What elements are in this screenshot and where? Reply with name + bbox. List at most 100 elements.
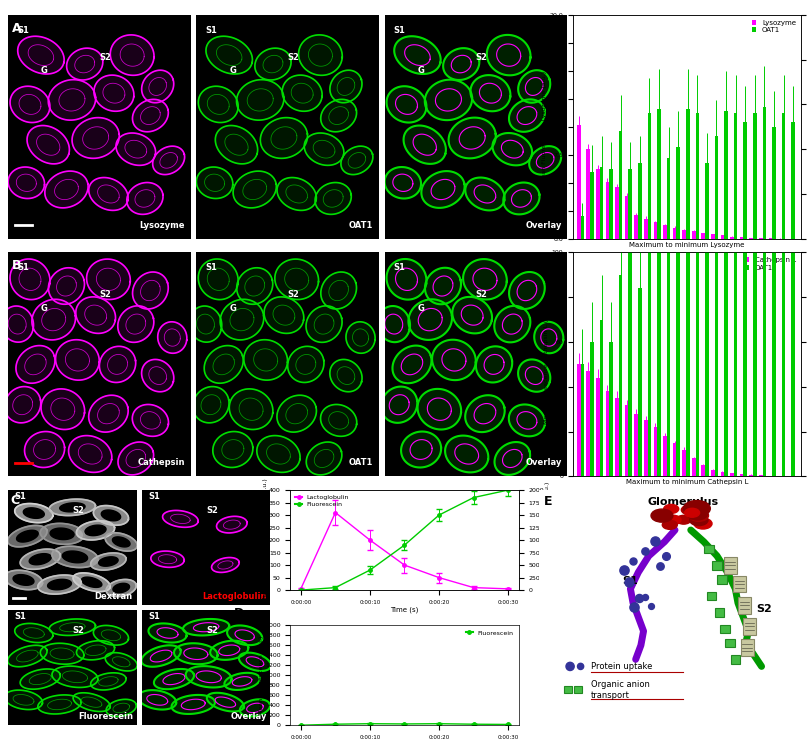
Bar	[606, 391, 609, 477]
Polygon shape	[304, 133, 344, 165]
Text: S1: S1	[394, 263, 405, 272]
Polygon shape	[133, 405, 168, 437]
Text: S1: S1	[205, 26, 218, 35]
Bar	[686, 230, 689, 477]
Polygon shape	[5, 571, 43, 590]
Polygon shape	[116, 133, 155, 165]
Polygon shape	[85, 525, 106, 536]
Polygon shape	[91, 673, 126, 690]
Bar	[759, 475, 763, 477]
Polygon shape	[204, 346, 244, 383]
Point	[623, 576, 636, 588]
Point	[645, 600, 658, 612]
Polygon shape	[239, 653, 271, 671]
Y-axis label: Mean Fluorescence Lactoglobulin (a.u.): Mean Fluorescence Lactoglobulin (a.u.)	[263, 478, 268, 602]
Ellipse shape	[663, 505, 679, 514]
Polygon shape	[93, 505, 129, 525]
Polygon shape	[32, 299, 75, 340]
Bar	[638, 163, 642, 239]
Text: G: G	[229, 303, 236, 313]
Polygon shape	[465, 395, 505, 432]
Polygon shape	[163, 511, 198, 528]
X-axis label: Maximum to minimum Cathepsin L: Maximum to minimum Cathepsin L	[625, 480, 748, 485]
Polygon shape	[44, 171, 88, 208]
Ellipse shape	[689, 510, 709, 521]
Bar	[634, 414, 638, 477]
Bar	[657, 109, 661, 239]
Text: Protein uptake: Protein uptake	[591, 662, 652, 671]
Polygon shape	[118, 306, 154, 343]
Y-axis label: Mean Fluorescence (a.u.): Mean Fluorescence (a.u.)	[259, 636, 264, 715]
Polygon shape	[93, 625, 129, 645]
Polygon shape	[206, 36, 252, 74]
Bar	[644, 420, 647, 477]
Y-axis label: Mean Fluorescence Cathepsin L (a.u.): Mean Fluorescence Cathepsin L (a.u.)	[544, 305, 549, 424]
Point	[638, 591, 651, 603]
Polygon shape	[49, 268, 84, 304]
Point	[628, 601, 641, 613]
Polygon shape	[307, 442, 342, 475]
Polygon shape	[174, 643, 218, 665]
Polygon shape	[66, 48, 103, 80]
Legend: Lactoglobulin, Fluorescein: Lactoglobulin, Fluorescein	[294, 493, 351, 509]
Polygon shape	[105, 533, 138, 551]
Text: E: E	[544, 495, 553, 508]
Polygon shape	[417, 389, 461, 429]
Polygon shape	[158, 322, 187, 353]
Bar	[705, 545, 714, 553]
Polygon shape	[49, 80, 95, 120]
Bar	[705, 163, 709, 239]
Polygon shape	[38, 575, 81, 594]
Bar	[654, 222, 657, 239]
Y-axis label: Mean Fluorescence Lysozyme (a.u.): Mean Fluorescence Lysozyme (a.u.)	[541, 71, 547, 183]
Polygon shape	[487, 35, 531, 75]
Point	[574, 661, 587, 673]
Polygon shape	[392, 346, 431, 383]
Legend: Lysozyme, OAT1: Lysozyme, OAT1	[750, 18, 798, 35]
Polygon shape	[463, 259, 506, 300]
Polygon shape	[29, 554, 51, 565]
Text: G: G	[417, 303, 424, 313]
Polygon shape	[465, 178, 505, 210]
Ellipse shape	[663, 520, 677, 529]
Polygon shape	[518, 360, 550, 391]
Bar	[740, 639, 754, 656]
Text: S2: S2	[100, 290, 111, 299]
Polygon shape	[91, 553, 126, 570]
Polygon shape	[443, 48, 479, 80]
Bar	[711, 235, 714, 239]
Polygon shape	[24, 431, 65, 468]
Bar	[629, 208, 632, 477]
Polygon shape	[15, 503, 53, 522]
Bar	[609, 169, 613, 239]
Polygon shape	[320, 405, 357, 437]
Polygon shape	[73, 573, 110, 591]
Polygon shape	[76, 297, 116, 334]
Polygon shape	[16, 531, 38, 542]
Bar	[596, 169, 599, 239]
Polygon shape	[72, 118, 119, 158]
Bar	[676, 208, 680, 477]
Text: OAT1: OAT1	[349, 458, 373, 468]
Bar	[731, 473, 734, 477]
Polygon shape	[193, 386, 229, 423]
Polygon shape	[494, 442, 530, 475]
Polygon shape	[320, 99, 357, 132]
Bar	[705, 230, 709, 477]
Ellipse shape	[687, 508, 708, 520]
Polygon shape	[13, 575, 34, 585]
Bar	[619, 275, 622, 477]
Polygon shape	[40, 523, 84, 545]
Ellipse shape	[676, 515, 691, 524]
Text: S1: S1	[148, 612, 160, 621]
Polygon shape	[87, 259, 130, 300]
Ellipse shape	[681, 505, 697, 514]
Text: Overlay: Overlay	[525, 458, 561, 468]
Polygon shape	[41, 389, 85, 429]
Polygon shape	[421, 171, 464, 208]
Bar	[721, 235, 724, 239]
Polygon shape	[197, 167, 233, 198]
Polygon shape	[186, 666, 231, 687]
Bar	[634, 215, 638, 239]
Bar	[720, 625, 730, 633]
